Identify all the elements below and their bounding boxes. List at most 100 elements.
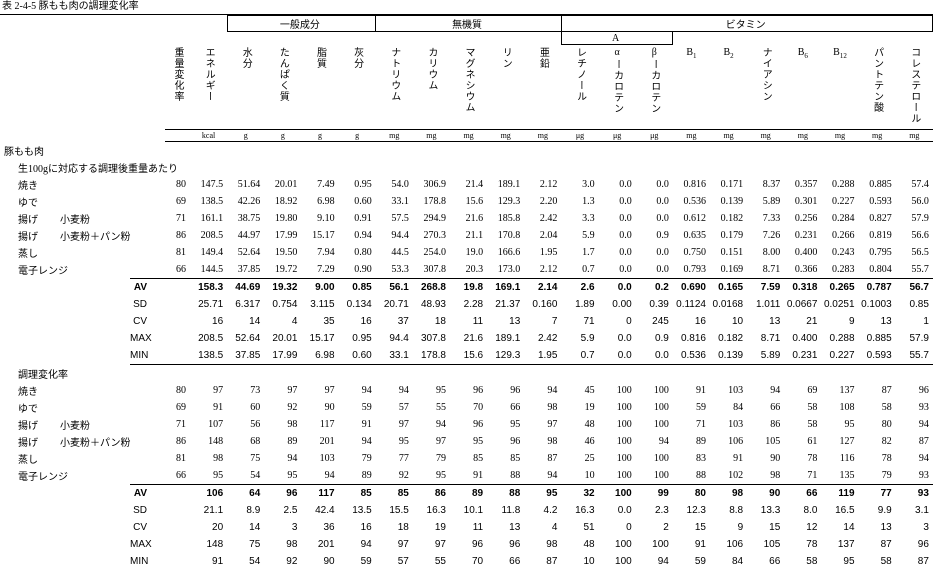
stat-cell: 85	[338, 484, 376, 502]
cell: 97	[213, 385, 224, 396]
stat-cell: 16.3	[426, 505, 446, 516]
stat-cell: 100	[598, 484, 636, 502]
cell: 97	[435, 436, 446, 447]
cell: 79	[435, 453, 446, 464]
cell: 307.8	[423, 264, 446, 275]
unit: g	[227, 129, 265, 142]
cell: 91	[361, 419, 372, 430]
group-header: 無機質	[375, 15, 562, 32]
stat-cell: 4	[551, 522, 558, 533]
stat-cell: 0.60	[338, 347, 376, 365]
cell: 137	[839, 385, 855, 396]
stat-cell: 9	[737, 522, 744, 533]
cell: 100	[616, 385, 632, 396]
cell: 44.5	[391, 247, 409, 258]
cell: 17.99	[274, 230, 298, 241]
cell: 7.94	[317, 247, 335, 258]
data-row: 焼き 80 147.5 51.64 20.01 7.49 0.95 54.0 306.9 21.4…	[0, 176, 933, 193]
cell: 66	[510, 402, 521, 413]
stat-cell: 90	[747, 484, 785, 502]
stat-cell: 0.288	[829, 333, 855, 344]
stat-cell: 19	[434, 522, 446, 533]
stat-cell: 95	[821, 553, 859, 569]
blank	[165, 536, 190, 553]
cell: 117	[319, 419, 335, 430]
cell: 0.612	[683, 213, 706, 224]
cell: 0.139	[720, 196, 744, 207]
stat-cell: 2.3	[654, 505, 669, 516]
cell: 0.227	[832, 196, 855, 207]
cell: 98	[547, 436, 558, 447]
column-label: コレステロール	[908, 46, 920, 124]
cell: 87	[547, 453, 558, 464]
cell: 7.26	[762, 230, 781, 241]
column-label: B	[833, 46, 840, 58]
stat-cell: 14	[249, 522, 261, 533]
cell: 306.9	[423, 179, 446, 190]
cell: 60	[250, 402, 261, 413]
stat-cell: 10	[561, 553, 599, 569]
cell: 66	[770, 402, 781, 413]
cell: 89	[695, 436, 706, 447]
column-header: 灰分	[339, 45, 376, 130]
cell: 87	[918, 436, 929, 447]
cell: 129.3	[497, 196, 521, 207]
data-row: 電子レンジ 66 95 54 95 94 89 92 95 91 88 94 10 100 100 88 102…	[0, 467, 933, 485]
cell: 95	[844, 419, 855, 430]
cell: 147.5	[200, 179, 224, 190]
stat-cell: 3.1	[915, 505, 929, 516]
cell: 0.283	[832, 264, 855, 275]
blank	[165, 330, 190, 347]
stat-cell: 59	[338, 553, 376, 569]
cell: 0.60	[354, 196, 372, 207]
cell: 97	[547, 419, 558, 430]
cell: 201	[319, 436, 335, 447]
cell: 189.1	[497, 179, 521, 190]
unit: mg	[449, 129, 488, 142]
cell: 94.4	[391, 230, 409, 241]
cell: 15.6	[465, 196, 484, 207]
cell: 55	[435, 402, 446, 413]
unit: g	[301, 129, 339, 142]
stat-cell: 85	[375, 484, 413, 502]
column-label: ナイアシン	[760, 46, 772, 102]
stat-cell: 14	[843, 522, 855, 533]
stat-cell: 119	[821, 484, 859, 502]
stat-cell: 1.011	[755, 299, 781, 310]
cell: 94	[324, 470, 335, 481]
cell: 56.0	[911, 196, 929, 207]
cell: 48	[584, 419, 595, 430]
cell: 37.85	[237, 264, 261, 275]
cell: 58	[881, 402, 892, 413]
cell: 98	[770, 470, 781, 481]
cell: 96	[918, 385, 929, 396]
stat-cell: 0.885	[866, 333, 892, 344]
cell: 90	[770, 453, 781, 464]
column-label: リン	[500, 46, 512, 69]
cell: 0.256	[794, 213, 818, 224]
stat-cell: 33.1	[375, 347, 413, 365]
unit: kcal	[190, 129, 228, 142]
stat-cell: 15.17	[309, 333, 335, 344]
cell: 100	[616, 402, 632, 413]
cell: 2.20	[539, 196, 558, 207]
blank	[0, 536, 130, 553]
stat-cell: 0.0	[635, 347, 673, 365]
stat-row: MAX 208.5 52.64 20.01 15.17 0.95 94.4 307.8 21.6…	[0, 330, 933, 347]
stat-cell: 12	[806, 522, 818, 533]
column-label: パントテン酸	[871, 46, 883, 113]
stat-cell: 0.160	[532, 299, 558, 310]
column-label: カリウム	[425, 46, 437, 91]
stat-cell: 0.265	[821, 278, 859, 296]
cell: 0.0	[619, 213, 632, 224]
data-table: 一般成分 無機質 ビタミン A 重量変化率 エネルギー 水分 たんぱく質 脂質 灰分 ナトリウム カリ…	[0, 15, 933, 569]
cell: 58	[807, 419, 818, 430]
cell: 68	[250, 436, 261, 447]
stat-cell: 0.231	[784, 347, 822, 365]
cell: 86	[770, 419, 781, 430]
cell: 25	[584, 453, 595, 464]
cell: 45	[584, 385, 595, 396]
data-row: 電子レンジ 66 144.5 37.85 19.72 7.29 0.90 53.3 307.8 2…	[0, 261, 933, 279]
cell: 58	[807, 402, 818, 413]
cell: 0.593	[869, 196, 892, 207]
